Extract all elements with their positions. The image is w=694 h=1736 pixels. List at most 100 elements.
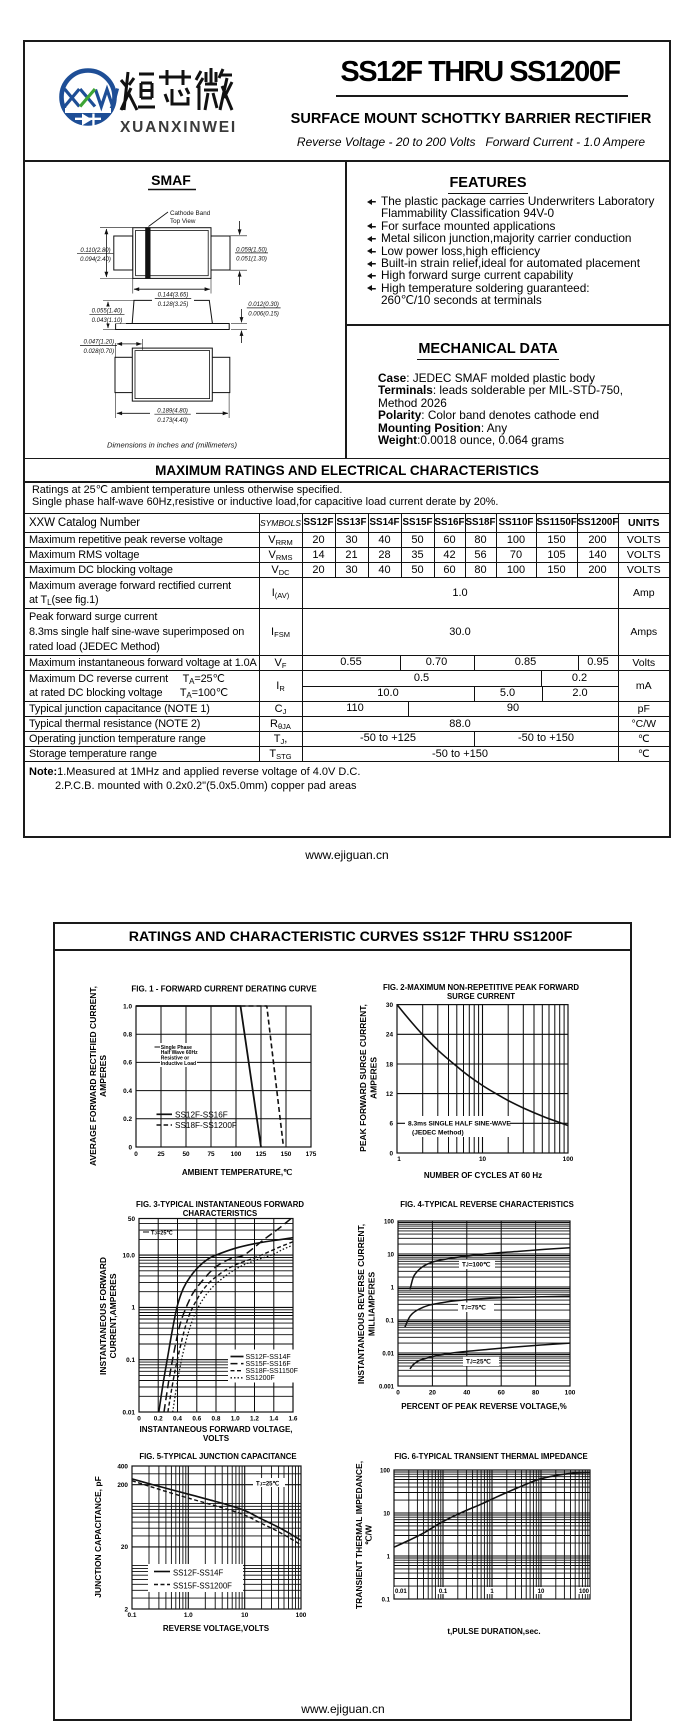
svg-text:AMPERES: AMPERES [98, 1055, 108, 1097]
svg-text:SS15F-SS16F: SS15F-SS16F [246, 1361, 291, 1368]
svg-text:100: 100 [380, 1468, 391, 1474]
svg-text:CURRENT,AMPERES: CURRENT,AMPERES [108, 1273, 118, 1358]
svg-text:1.0: 1.0 [184, 1612, 193, 1619]
svg-text:0.1: 0.1 [126, 1357, 135, 1364]
svg-text:Inductive Load: Inductive Load [161, 1061, 196, 1067]
svg-text:1: 1 [131, 1305, 135, 1312]
svg-text:AMPERES: AMPERES [369, 1057, 379, 1099]
svg-text:PERCENT OF PEAK REVERSE VOLTAG: PERCENT OF PEAK REVERSE VOLTAGE,% [401, 1402, 567, 1411]
svg-text:0.047(1.20): 0.047(1.20) [83, 340, 114, 346]
svg-text:100: 100 [563, 1156, 574, 1163]
svg-text:0.1: 0.1 [128, 1612, 137, 1619]
svg-text:0: 0 [137, 1416, 141, 1423]
svg-text:Cathode Band: Cathode Band [170, 210, 211, 217]
svg-text:0.2: 0.2 [123, 1116, 132, 1123]
svg-text:0.110(2.80): 0.110(2.80) [80, 248, 110, 254]
svg-text:FIG. 4-TYPICAL REVERSE CHARACT: FIG. 4-TYPICAL REVERSE CHARACTERISTICS [400, 1200, 574, 1209]
svg-text:40: 40 [463, 1390, 471, 1397]
svg-text:XUANXINWEI: XUANXINWEI [120, 119, 237, 136]
svg-text:2: 2 [124, 1606, 128, 1613]
svg-text:0.4: 0.4 [123, 1088, 132, 1095]
svg-text:10: 10 [387, 1252, 394, 1258]
svg-text:1: 1 [490, 1589, 494, 1595]
svg-text:400: 400 [117, 1463, 128, 1470]
svg-text:1: 1 [397, 1156, 401, 1163]
svg-text:PEAK FORWARD SURGE CURRENT,: PEAK FORWARD SURGE CURRENT, [358, 1004, 368, 1152]
svg-text:SS1200F: SS1200F [246, 1375, 275, 1382]
svg-text:SS15F-SS1200F: SS15F-SS1200F [173, 1582, 232, 1591]
svg-text:10: 10 [241, 1612, 249, 1619]
svg-text:SURGE CURRENT: SURGE CURRENT [447, 992, 515, 1001]
svg-text:TJ=75℃: TJ=75℃ [461, 1305, 486, 1312]
svg-text:10: 10 [383, 1511, 390, 1517]
svg-text:TRANSIENT THERMAL IMPEDANCE,: TRANSIENT THERMAL IMPEDANCE, [354, 1461, 364, 1609]
svg-text:1.0: 1.0 [231, 1416, 240, 1423]
svg-text:0.1: 0.1 [382, 1597, 391, 1603]
svg-text:6: 6 [389, 1121, 393, 1128]
svg-text:0: 0 [389, 1150, 393, 1157]
svg-text:VOLTS: VOLTS [203, 1434, 230, 1443]
svg-text:0.189(4.80): 0.189(4.80) [157, 408, 188, 414]
svg-text:10.0: 10.0 [123, 1252, 136, 1259]
svg-text:SS18F-SS1150F: SS18F-SS1150F [246, 1368, 298, 1375]
svg-text:t,PULSE DURATION,sec.: t,PULSE DURATION,sec. [447, 1627, 540, 1636]
svg-text:Dimensions in inches and (mill: Dimensions in inches and (millimeters) [107, 441, 237, 450]
svg-text:0.043(1.10): 0.043(1.10) [92, 318, 123, 324]
svg-text:INSTANTANEOUS FORWARD VOLTAGE,: INSTANTANEOUS FORWARD VOLTAGE, [139, 1425, 292, 1434]
svg-text:0.8: 0.8 [123, 1032, 132, 1039]
svg-text:10: 10 [538, 1589, 545, 1595]
svg-text:REVERSE VOLTAGE,VOLTS: REVERSE VOLTAGE,VOLTS [163, 1624, 270, 1633]
svg-text:0.6: 0.6 [192, 1416, 201, 1423]
svg-text:50: 50 [182, 1151, 190, 1158]
svg-text:1: 1 [391, 1285, 395, 1291]
svg-text:0.8: 0.8 [212, 1416, 221, 1423]
svg-text:100: 100 [565, 1390, 576, 1397]
svg-text:CHARACTERISTICS: CHARACTERISTICS [183, 1209, 258, 1218]
svg-text:Half Wave 60Hz: Half Wave 60Hz [161, 1050, 198, 1056]
svg-text:100: 100 [231, 1151, 242, 1158]
svg-text:NUMBER OF CYCLES AT 60 Hz: NUMBER OF CYCLES AT 60 Hz [424, 1171, 542, 1180]
svg-text:25: 25 [157, 1151, 165, 1158]
svg-text:0.01: 0.01 [123, 1409, 136, 1416]
svg-text:JUNCTION CAPACITANCE, pF: JUNCTION CAPACITANCE, pF [93, 1476, 103, 1598]
svg-text:FIG. 6-TYPICAL TRANSIENT THERM: FIG. 6-TYPICAL TRANSIENT THERMAL IMPEDAN… [394, 1452, 587, 1461]
svg-text:75: 75 [207, 1151, 215, 1158]
svg-text:1.2: 1.2 [250, 1416, 259, 1423]
svg-text:30: 30 [386, 1002, 394, 1009]
svg-text:SS12F-SS14F: SS12F-SS14F [173, 1569, 224, 1578]
svg-text:SS12F-SS14F: SS12F-SS14F [246, 1354, 291, 1361]
svg-text:0.01: 0.01 [395, 1589, 407, 1595]
svg-text:TJ=25℃: TJ=25℃ [151, 1230, 173, 1237]
svg-text:0: 0 [396, 1390, 400, 1397]
svg-text:FIG. 3-TYPICAL INSTANTANEOUS F: FIG. 3-TYPICAL INSTANTANEOUS FORWARD [136, 1200, 304, 1209]
svg-text:INSTANTANEOUS FORWARD: INSTANTANEOUS FORWARD [98, 1257, 108, 1375]
svg-text:0.001: 0.001 [379, 1384, 395, 1390]
svg-text:Resistive or: Resistive or [161, 1056, 189, 1062]
svg-text:℃/W: ℃/W [364, 1524, 374, 1545]
svg-text:0.2: 0.2 [154, 1416, 163, 1423]
svg-text:1.0: 1.0 [123, 1003, 132, 1010]
svg-text:0: 0 [134, 1151, 138, 1158]
svg-text:MILLIAMPERES: MILLIAMPERES [367, 1272, 377, 1337]
svg-text:0.6: 0.6 [123, 1060, 132, 1067]
svg-text:SS12F-SS16F: SS12F-SS16F [175, 1110, 228, 1119]
svg-text:18: 18 [386, 1061, 394, 1068]
svg-text:0.012(0.30): 0.012(0.30) [248, 302, 279, 308]
svg-text:0.094(2.40): 0.094(2.40) [80, 257, 111, 263]
svg-text:Top View: Top View [170, 218, 196, 225]
svg-text:0.144(3.65): 0.144(3.65) [158, 293, 189, 299]
svg-text:0.055(1.40): 0.055(1.40) [92, 309, 123, 315]
svg-text:0.1: 0.1 [439, 1589, 448, 1595]
svg-text:TJ=25℃: TJ=25℃ [466, 1359, 491, 1366]
svg-text:INSTANTANEOUS REVERSE CURRENT,: INSTANTANEOUS REVERSE CURRENT, [356, 1224, 366, 1384]
svg-text:FIG. 5-TYPICAL JUNCTION CAPACI: FIG. 5-TYPICAL JUNCTION CAPACITANCE [139, 1452, 296, 1461]
svg-text:(JEDEC Method): (JEDEC Method) [412, 1130, 464, 1137]
svg-text:125: 125 [256, 1151, 267, 1158]
svg-text:10: 10 [479, 1156, 487, 1163]
svg-text:100: 100 [579, 1589, 590, 1595]
svg-text:1: 1 [387, 1554, 391, 1560]
svg-text:150: 150 [281, 1151, 292, 1158]
svg-text:8.3ms SINGLE HALF SINE-WAVE: 8.3ms SINGLE HALF SINE-WAVE [408, 1121, 511, 1128]
svg-text:TJ=25℃: TJ=25℃ [256, 1481, 280, 1488]
svg-text:TJ=100℃: TJ=100℃ [462, 1262, 490, 1269]
